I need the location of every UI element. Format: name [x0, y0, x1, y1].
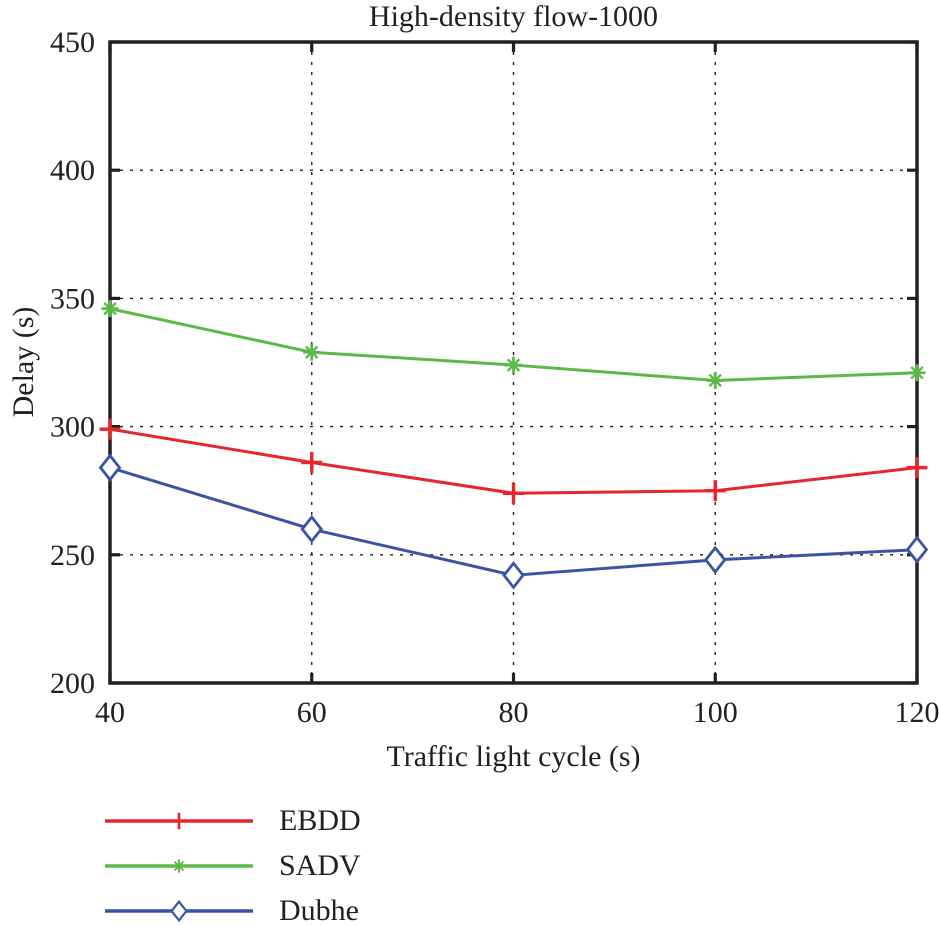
y-tick-label: 200	[50, 667, 95, 700]
diamond-marker-icon	[170, 899, 188, 923]
series-dubhe	[98, 453, 929, 590]
diamond-marker-icon	[300, 514, 324, 544]
legend: EBDD SADV Dubhe	[103, 802, 361, 926]
legend-label-dubhe: Dubhe	[279, 894, 359, 926]
diamond-marker-icon	[98, 453, 122, 482]
diamond-marker-icon	[502, 561, 525, 590]
legend-item-ebdd: EBDD	[103, 802, 361, 840]
legend-item-sadv: SADV	[103, 847, 361, 885]
ticks: 40 60 80 100 120 200 250 300 350 400 450	[50, 26, 939, 729]
x-axis-label: Traffic light cycle (s)	[386, 740, 641, 773]
plot-area: 40 60 80 100 120 200 250 300 350 400 450	[50, 26, 939, 729]
legend-label-ebdd: EBDD	[279, 804, 361, 837]
x-tick-label: 100	[693, 696, 738, 729]
y-axis-label: Delay (s)	[7, 306, 40, 418]
x-tick-label: 80	[499, 696, 529, 729]
x-tick-label: 60	[297, 696, 327, 729]
legend-marker-sadv	[105, 859, 253, 873]
legend-marker-ebdd	[105, 812, 253, 830]
y-tick-label: 400	[50, 154, 95, 187]
y-tick-label: 350	[50, 282, 95, 315]
asterisk-marker-icon	[101, 300, 119, 318]
diamond-marker-icon	[905, 535, 929, 564]
series-ebdd	[99, 418, 928, 504]
asterisk-marker-icon	[505, 356, 522, 374]
asterisk-marker-icon	[908, 364, 926, 382]
series-sadv	[101, 300, 926, 389]
y-tick-label: 250	[50, 539, 95, 572]
x-tick-label: 40	[95, 696, 125, 729]
legend-marker-dubhe	[105, 899, 253, 923]
diamond-marker-icon	[703, 545, 727, 575]
legend-item-dubhe: Dubhe	[103, 892, 361, 926]
chart-title: High-density flow-1000	[368, 0, 659, 33]
legend-label-sadv: SADV	[279, 849, 361, 882]
y-tick-label: 450	[50, 26, 95, 59]
asterisk-marker-icon	[303, 343, 321, 361]
asterisk-marker-icon	[706, 371, 724, 389]
x-tick-label: 120	[895, 696, 939, 729]
asterisk-marker-icon	[172, 859, 186, 873]
y-tick-label: 300	[50, 411, 95, 444]
